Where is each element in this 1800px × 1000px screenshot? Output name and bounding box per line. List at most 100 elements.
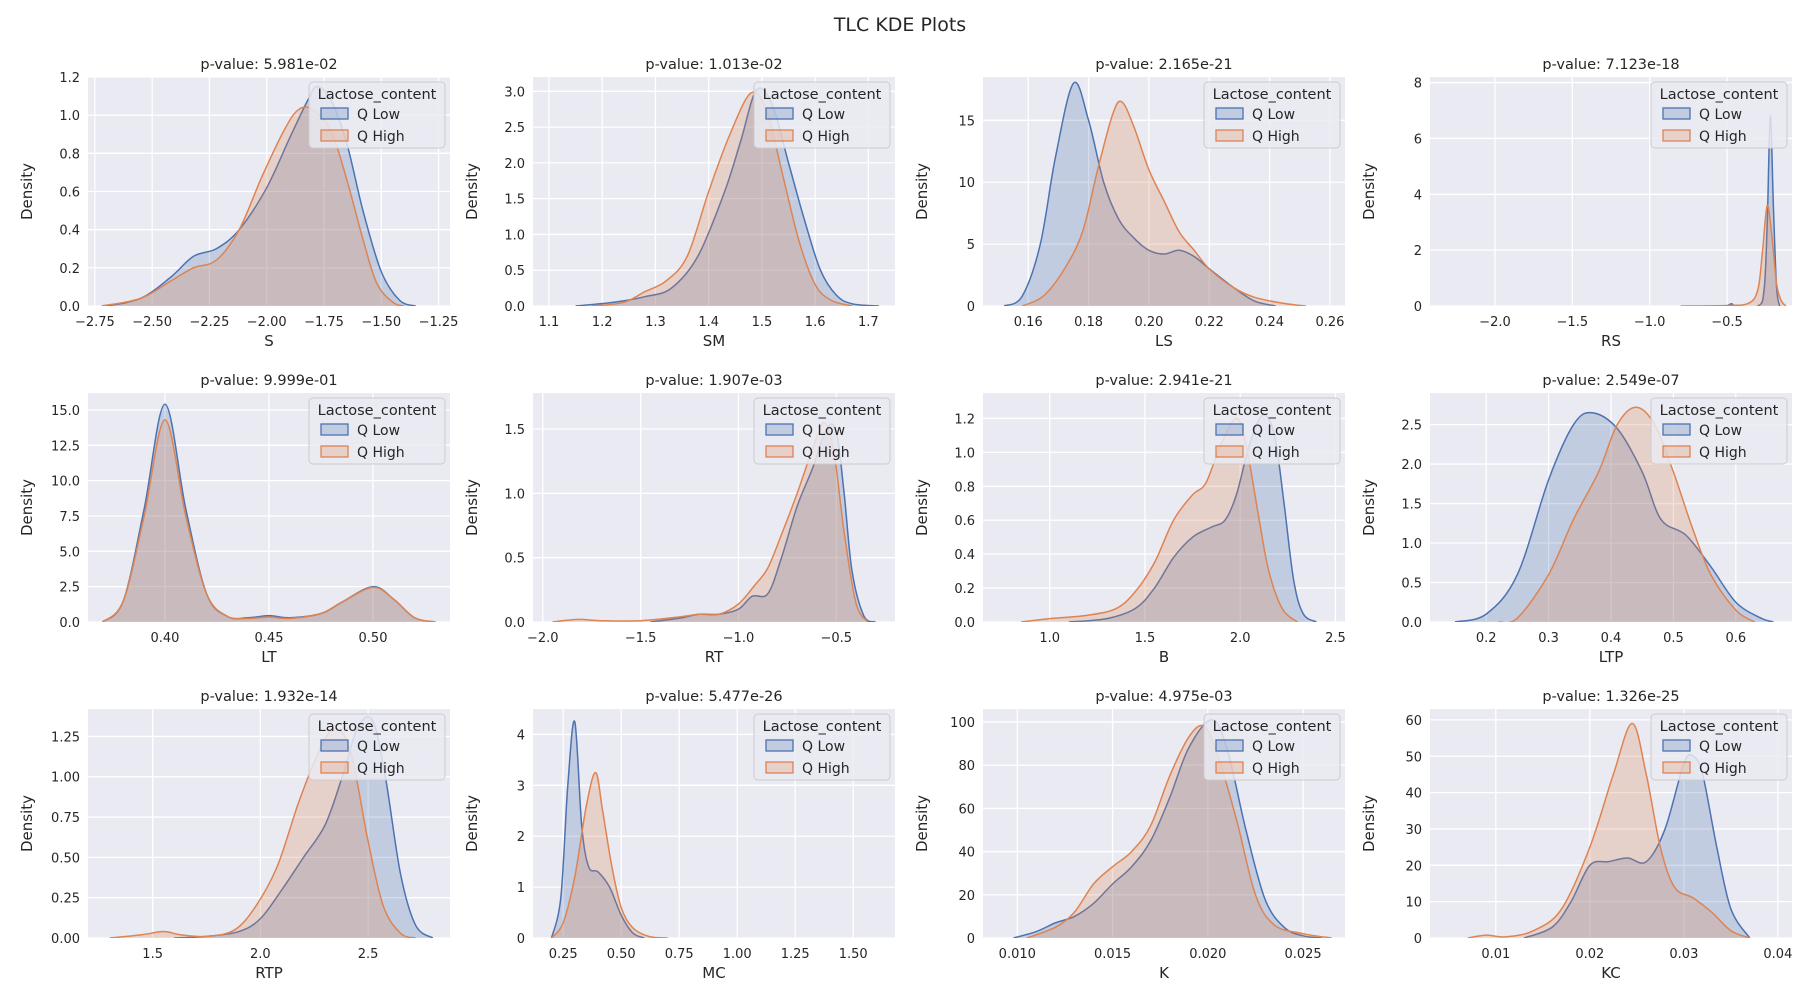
y-tick-label: 0.5 — [1401, 577, 1422, 592]
legend-label-q-low: Q Low — [357, 107, 400, 123]
legend-box — [753, 397, 891, 465]
y-tick-label: 4 — [517, 728, 525, 743]
y-axis-label: Density — [18, 163, 36, 220]
legend-swatch-q-low — [765, 739, 794, 752]
subplot-title: p-value: 1.013e-02 — [645, 57, 782, 73]
legend-swatch-q-low — [765, 423, 794, 436]
y-axis-label: Density — [463, 795, 481, 852]
y-tick-label: 1.2 — [59, 71, 80, 86]
legend-title: Lactose_content — [318, 403, 437, 419]
kde-area-q-high — [552, 422, 868, 622]
x-tick-label: 1.5 — [1135, 631, 1156, 646]
x-tick-label: 0.020 — [1189, 947, 1226, 962]
y-tick-label: 1.5 — [1401, 498, 1422, 513]
x-axis-label: KC — [1601, 964, 1621, 982]
kde-area-q-high — [1498, 407, 1755, 622]
kde-line-q-low — [1454, 411, 1774, 622]
subplot-title: p-value: 4.975e-03 — [1095, 689, 1232, 705]
kde-line-q-high — [1021, 417, 1298, 622]
legend-label-q-high: Q High — [357, 761, 405, 777]
x-tick-label: 1.2 — [592, 315, 613, 330]
y-axis-label: Density — [913, 479, 931, 536]
kde-area-q-low — [1454, 412, 1774, 622]
y-tick-label: 2.5 — [59, 581, 80, 596]
kde-area-q-low — [575, 88, 880, 306]
y-tick-label: 50 — [1405, 750, 1422, 765]
kde-area-q-low — [1004, 82, 1276, 306]
y-tick-label: 0.50 — [51, 851, 80, 866]
y-axis-label: Density — [1360, 163, 1378, 220]
kde-line-q-high — [1680, 204, 1787, 306]
legend-swatch-q-high — [320, 445, 349, 458]
x-tick-label: 1.25 — [781, 947, 810, 962]
kde-area-q-high — [109, 728, 416, 938]
series-layer — [1013, 719, 1332, 938]
legend-label-q-low: Q Low — [802, 739, 845, 755]
legend-swatch-q-low — [1662, 423, 1691, 436]
y-tick-label: 1.00 — [51, 771, 80, 786]
kde-panel: 0.25 0.50 0.75 1.00 1.25 1.50 0 1 2 3 4 p-value: 5.… — [463, 689, 895, 982]
x-tick-label: 1.1 — [539, 315, 560, 330]
legend-swatch-q-low — [1215, 423, 1244, 436]
kde-line-q-high — [101, 106, 405, 306]
series-layer — [102, 403, 436, 622]
y-tick-label: 0.00 — [51, 932, 80, 947]
y-tick-label: 0.2 — [59, 262, 80, 277]
legend-swatch-q-high — [320, 129, 349, 142]
legend-label-q-low: Q Low — [1252, 107, 1295, 123]
y-tick-label: 3 — [517, 779, 525, 794]
x-axis-label: LT — [261, 648, 277, 666]
legend: Lactose_content Q Low Q High — [1203, 81, 1341, 149]
legend-title: Lactose_content — [318, 87, 437, 103]
y-axis-label: Density — [463, 163, 481, 220]
legend-label-q-low: Q Low — [802, 423, 845, 439]
y-tick-label: 0.0 — [504, 300, 525, 315]
x-axis-label: K — [1159, 964, 1170, 982]
y-tick-label: 0.4 — [954, 548, 975, 563]
x-tick-label: −1.0 — [1634, 315, 1666, 330]
x-axis-label: RT — [705, 648, 724, 666]
y-tick-label: 1.0 — [504, 487, 525, 502]
y-tick-label: 0.6 — [954, 514, 975, 529]
legend-swatch-q-high — [320, 761, 349, 774]
subplot-title: p-value: 2.549e-07 — [1542, 373, 1679, 389]
kde-panel: 0.40 0.45 0.50 0.0 2.5 5.0 7.5 10.0 12.5 15.0 p-va… — [18, 373, 450, 666]
legend-swatch-q-high — [765, 445, 794, 458]
x-tick-label: 0.20 — [1134, 315, 1163, 330]
x-tick-label: 0.24 — [1255, 315, 1284, 330]
kde-panel: 0.16 0.18 0.20 0.22 0.24 0.26 0 5 10 15 p-value: 2… — [913, 57, 1345, 350]
legend-swatch-q-low — [320, 107, 349, 120]
kde-panel: 1.0 1.5 2.0 2.5 0.0 0.2 0.4 0.6 0.8 1.0 1.2 p-value… — [913, 373, 1346, 666]
y-tick-label: 1.5 — [504, 193, 525, 208]
legend-box — [308, 713, 446, 781]
legend-swatch-q-high — [1662, 445, 1691, 458]
y-tick-label: 7.5 — [59, 510, 80, 525]
series-layer — [1680, 115, 1787, 306]
x-tick-label: −1.0 — [723, 631, 755, 646]
x-tick-label: 0.015 — [1094, 947, 1131, 962]
legend-swatch-q-low — [765, 107, 794, 120]
kde-line-q-high — [550, 771, 668, 938]
y-tick-label: 5.0 — [59, 545, 80, 560]
legend-title: Lactose_content — [763, 719, 882, 735]
legend: Lactose_content Q Low Q High — [1650, 81, 1788, 149]
kde-area-q-high — [1026, 725, 1332, 938]
legend-swatch-q-low — [1215, 739, 1244, 752]
legend-title: Lactose_content — [1213, 403, 1332, 419]
legend-swatch-q-low — [320, 739, 349, 752]
x-tick-label: 0.26 — [1315, 315, 1344, 330]
kde-line-q-high — [1467, 722, 1750, 938]
legend-label-q-low: Q Low — [1252, 739, 1295, 755]
x-tick-label: 0.01 — [1481, 947, 1510, 962]
subplot-title: p-value: 5.477e-26 — [645, 689, 782, 705]
kde-area-q-high — [102, 419, 436, 622]
x-tick-label: 1.4 — [698, 315, 719, 330]
kde-area-q-low — [102, 404, 436, 622]
kde-line-q-low — [1068, 414, 1317, 622]
y-tick-label: 0 — [1414, 932, 1422, 947]
y-tick-label: 8 — [1414, 77, 1422, 92]
x-tick-label: −1.5 — [625, 631, 657, 646]
y-axis-label: Density — [18, 479, 36, 536]
y-tick-label: 0.8 — [59, 147, 80, 162]
